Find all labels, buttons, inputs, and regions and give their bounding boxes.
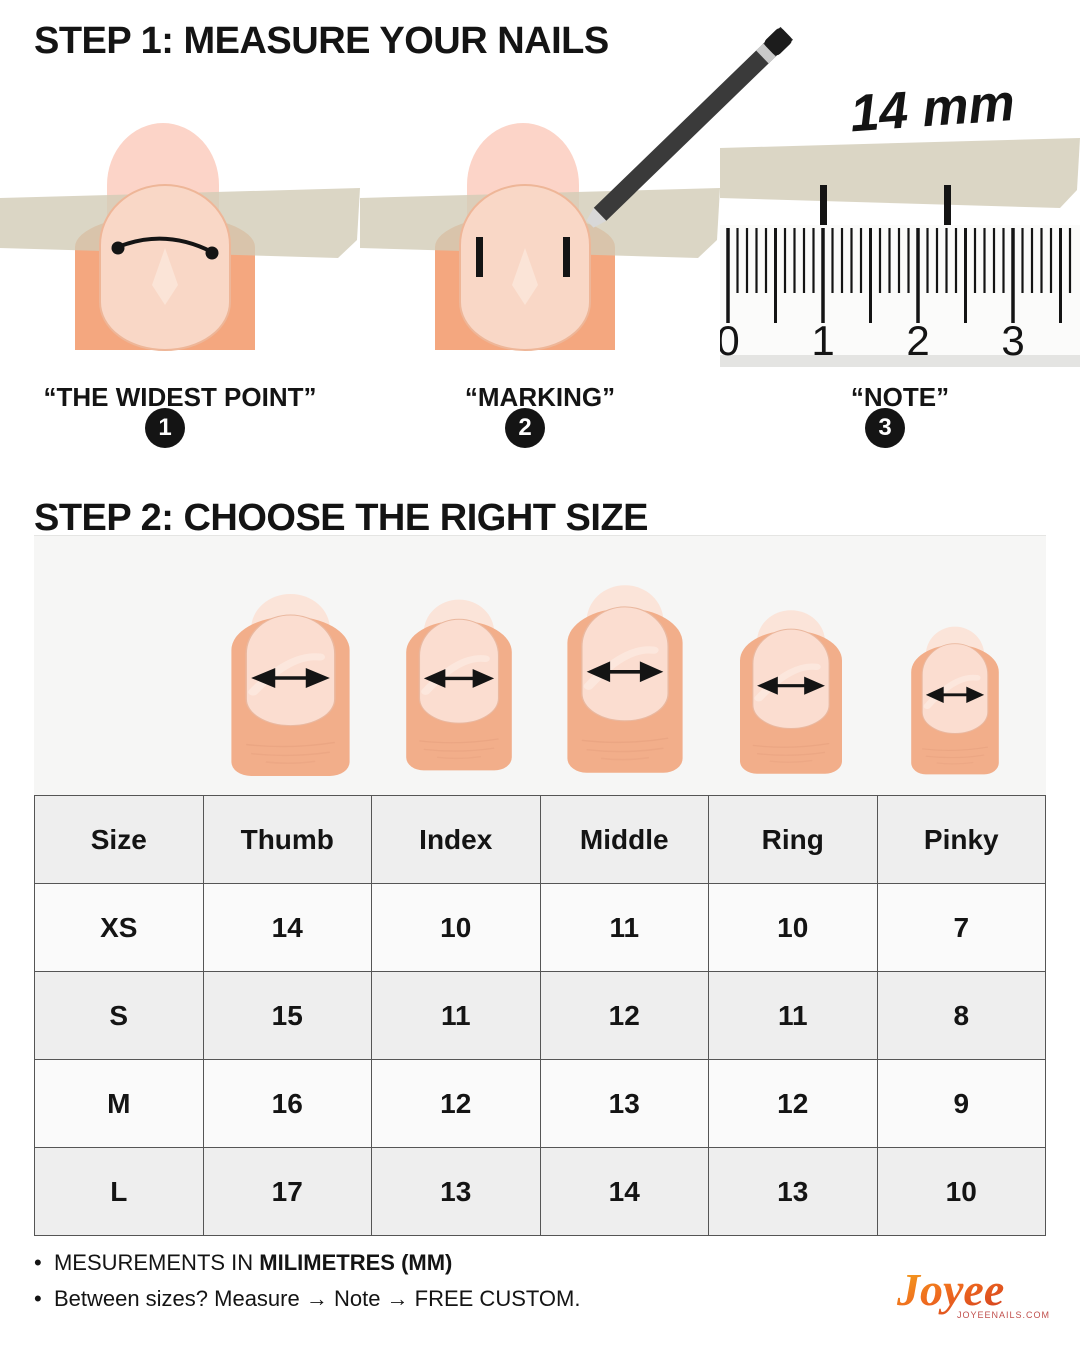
svg-text:Joyee: Joyee — [896, 1264, 1004, 1315]
svg-text:0: 0 — [720, 317, 740, 364]
svg-text:3: 3 — [1001, 317, 1024, 364]
svg-text:JOYEENAILS.COM: JOYEENAILS.COM — [957, 1310, 1050, 1320]
svg-text:1: 1 — [811, 317, 834, 364]
svg-text:2: 2 — [906, 317, 929, 364]
svg-text:14 mm: 14 mm — [848, 74, 1016, 143]
